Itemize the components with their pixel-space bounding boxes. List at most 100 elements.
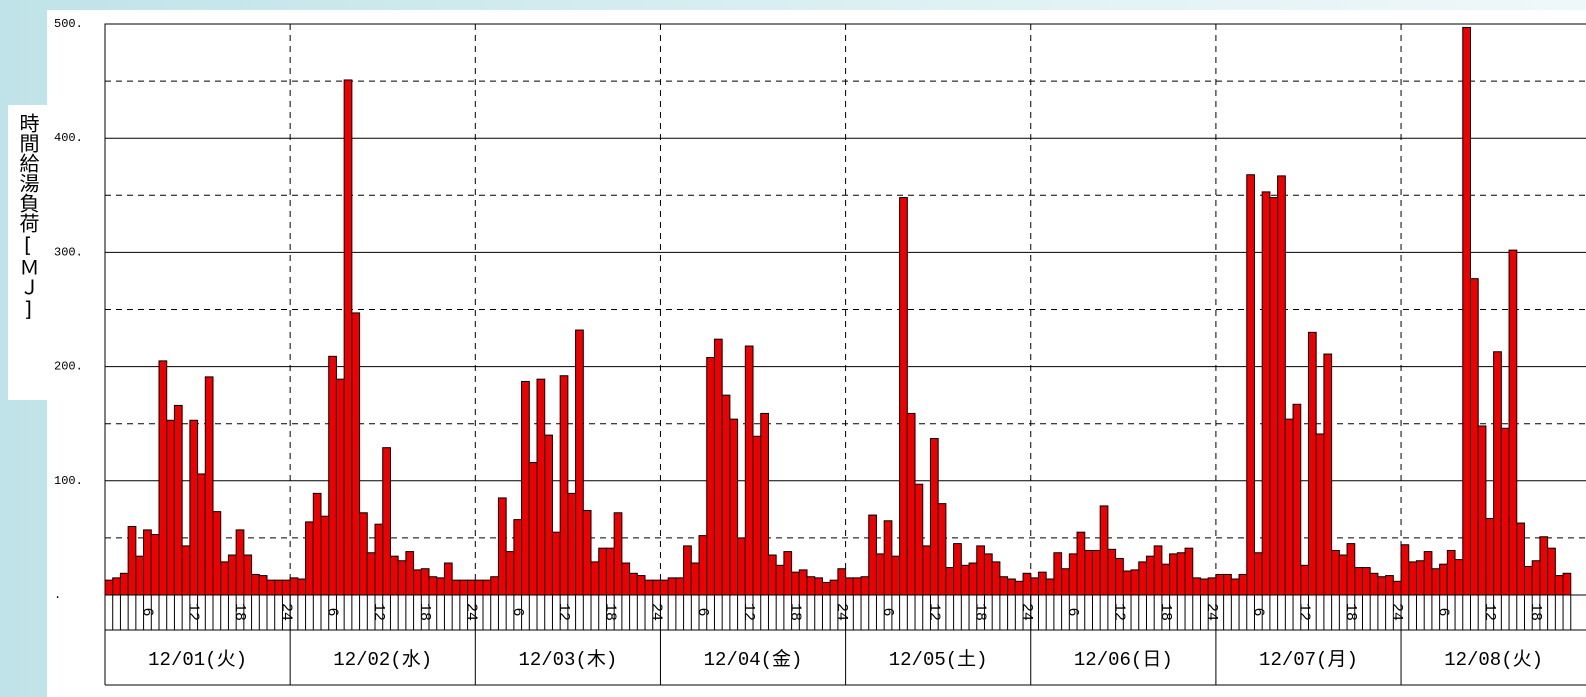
x-tick-label: 6 xyxy=(324,607,341,616)
x-tick-label: 24 xyxy=(462,603,479,621)
bar xyxy=(1539,536,1549,596)
bar xyxy=(374,523,384,596)
bar xyxy=(891,555,901,596)
x-tick-label: 18 xyxy=(1527,603,1544,621)
bar xyxy=(482,579,492,596)
bar xyxy=(791,571,800,596)
bar xyxy=(420,568,430,596)
bar xyxy=(143,529,152,596)
x-tick-label: 6 xyxy=(1249,607,1266,616)
bar xyxy=(852,577,862,596)
bar xyxy=(767,554,777,596)
bar xyxy=(575,329,584,596)
x-tick-label: 12 xyxy=(740,603,757,621)
bar xyxy=(1053,552,1063,596)
bar xyxy=(297,578,307,596)
bar xyxy=(1300,564,1309,596)
bar xyxy=(1207,577,1217,596)
bar xyxy=(227,554,237,596)
bar xyxy=(806,576,816,596)
bar xyxy=(1215,573,1225,596)
bar xyxy=(443,562,453,596)
bar xyxy=(582,509,592,596)
bar xyxy=(166,419,175,596)
bar xyxy=(744,345,754,596)
bar xyxy=(1253,552,1263,596)
bar xyxy=(1462,26,1471,596)
bar xyxy=(513,519,523,596)
bar xyxy=(235,529,245,596)
bar xyxy=(1431,568,1441,596)
bar xyxy=(929,438,939,596)
bar xyxy=(1238,573,1248,596)
bar xyxy=(1454,559,1464,596)
x-tick-label: 12 xyxy=(1481,603,1498,621)
bar xyxy=(1531,560,1541,596)
bar xyxy=(1107,548,1117,596)
bar xyxy=(667,577,677,596)
x-tick-label: 18 xyxy=(786,603,803,621)
bar xyxy=(204,376,214,596)
bar xyxy=(960,564,970,596)
bar xyxy=(721,394,731,596)
bar xyxy=(1446,549,1456,596)
bar xyxy=(760,412,769,596)
x-tick-label: 24 xyxy=(833,603,850,621)
bar xyxy=(1547,547,1556,596)
bar xyxy=(1392,580,1402,596)
bar xyxy=(328,355,337,596)
bar xyxy=(922,545,931,596)
bar xyxy=(1076,531,1086,596)
bar xyxy=(1277,175,1286,596)
bar xyxy=(1246,174,1255,596)
x-tick-label: 24 xyxy=(1018,603,1035,621)
bar xyxy=(1284,418,1294,596)
bar xyxy=(1423,551,1433,596)
bar xyxy=(783,551,793,596)
bar xyxy=(1061,568,1070,596)
bar xyxy=(551,531,561,596)
bar xyxy=(690,562,700,596)
bar xyxy=(868,514,877,596)
bar xyxy=(335,378,345,596)
bar xyxy=(1138,561,1147,596)
bar xyxy=(243,554,253,596)
bar xyxy=(382,447,391,596)
bar xyxy=(1315,433,1325,596)
bar xyxy=(173,404,183,596)
bar xyxy=(659,579,669,596)
bar xyxy=(505,551,515,596)
bar xyxy=(1184,547,1194,596)
bar xyxy=(1269,197,1279,596)
bar xyxy=(1230,578,1240,596)
y-tick-label: 400. xyxy=(54,131,83,145)
bar xyxy=(1369,572,1379,596)
bar xyxy=(1354,567,1363,596)
x-tick-label: 12 xyxy=(185,603,202,621)
bar xyxy=(814,577,823,596)
bar xyxy=(1500,427,1510,596)
bar xyxy=(1516,522,1525,596)
bar xyxy=(305,521,314,596)
bar xyxy=(389,555,399,596)
x-tick-label: 6 xyxy=(138,607,155,616)
bar xyxy=(945,567,955,596)
bar xyxy=(713,338,723,596)
x-tick-label: 12 xyxy=(1110,603,1127,621)
bar xyxy=(1523,565,1533,596)
bar xyxy=(158,360,168,596)
bar xyxy=(1122,570,1132,596)
day-label: 12/06(日) xyxy=(1074,649,1173,671)
bar xyxy=(899,197,908,596)
bar xyxy=(829,579,839,596)
bar xyxy=(1439,563,1448,596)
bar xyxy=(1361,567,1371,596)
bar xyxy=(521,380,530,596)
bar xyxy=(366,552,376,596)
bar xyxy=(1562,572,1572,596)
bar xyxy=(1508,249,1518,596)
bar xyxy=(845,577,854,596)
x-tick-label: 24 xyxy=(277,603,294,621)
day-label: 12/01(火) xyxy=(148,649,247,671)
